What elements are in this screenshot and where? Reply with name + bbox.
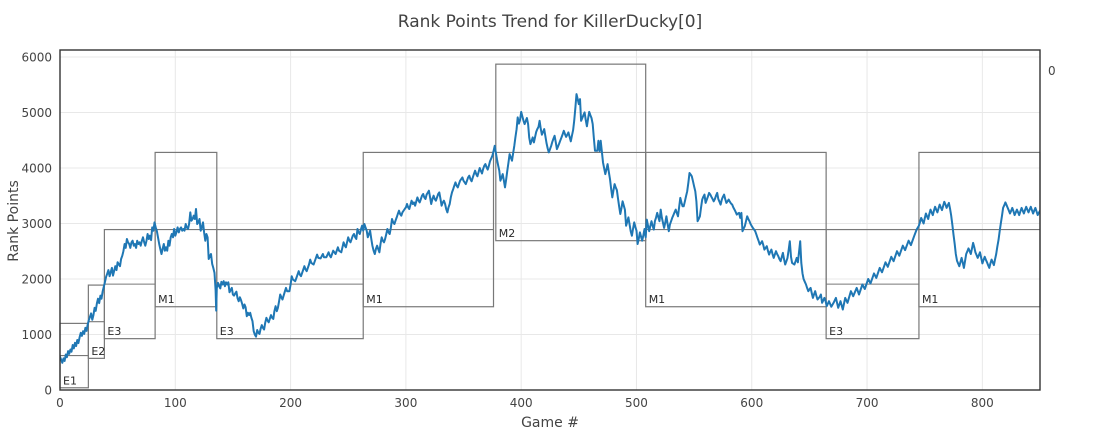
x-tick-label: 100	[164, 396, 187, 410]
x-tick-label: 500	[625, 396, 648, 410]
y-tick-label: 5000	[21, 106, 52, 120]
rank-band-label: M1	[922, 293, 939, 306]
gridlines	[60, 50, 1040, 390]
plot-border	[59, 49, 1041, 391]
y-tick-label: 4000	[21, 161, 52, 175]
x-tick-labels: 0 100 200 300 400 500 600 700 800	[56, 396, 994, 410]
rank-band-label: M2	[499, 227, 516, 240]
rank-points-line-series	[60, 93, 1040, 364]
rank-band-label: E3	[829, 325, 843, 338]
y-tick-label: 1000	[21, 328, 52, 342]
x-tick-label: 700	[856, 396, 879, 410]
x-tick-label: 800	[971, 396, 994, 410]
rank-band-label: E3	[220, 325, 234, 338]
rank-band-label: M1	[649, 293, 666, 306]
rank-band-label: E2	[91, 345, 105, 358]
y-tick-label: 6000	[21, 50, 52, 64]
rank-band-label: E1	[63, 374, 77, 387]
x-tick-label: 600	[740, 396, 763, 410]
rank-band-label: M1	[158, 293, 175, 306]
y-tick-label: 0	[44, 384, 52, 398]
y-tick-label: 3000	[21, 217, 52, 231]
chart-title: Rank Points Trend for KillerDucky[0]	[397, 12, 703, 32]
x-axis-title: Game #	[521, 415, 579, 431]
x-tick-label: 200	[279, 396, 302, 410]
legend-item-trace-0[interactable]: 0	[1048, 64, 1056, 78]
x-tick-label: 0	[56, 396, 64, 410]
x-tick-label: 300	[394, 396, 417, 410]
x-tick-label: 400	[510, 396, 533, 410]
y-tick-label: 2000	[21, 272, 52, 286]
rank-band-label: M1	[366, 293, 383, 306]
y-tick-labels: 0 1000 2000 3000 4000 5000 6000	[21, 50, 52, 397]
rank-band-label: E3	[107, 325, 121, 338]
